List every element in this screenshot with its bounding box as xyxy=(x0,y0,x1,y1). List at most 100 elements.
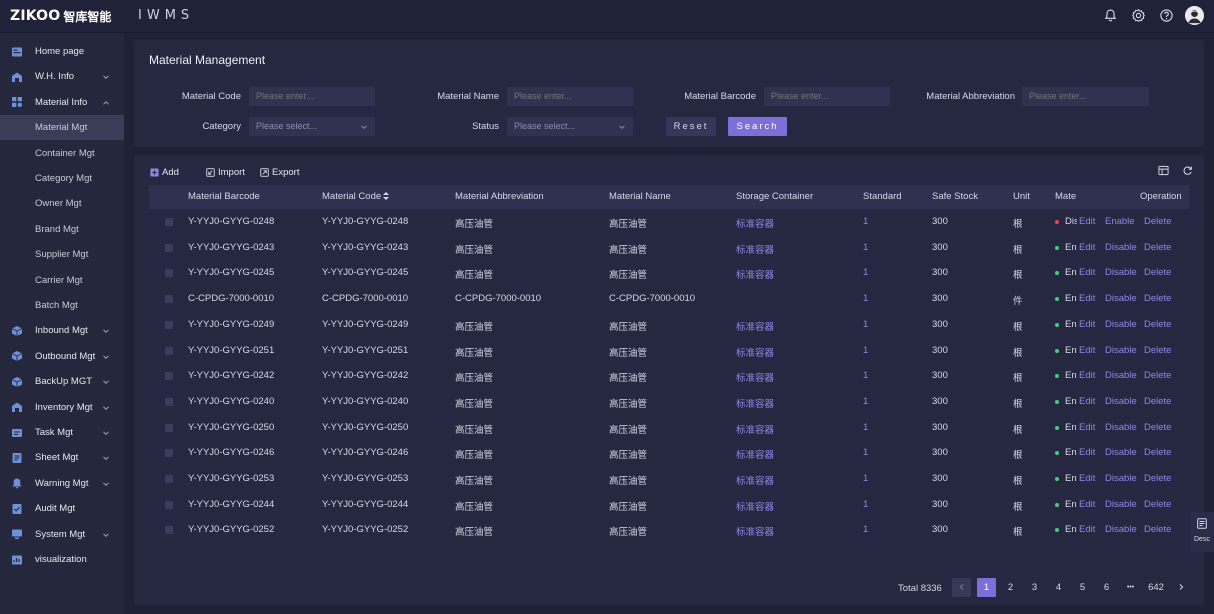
row-checkbox[interactable] xyxy=(165,320,173,329)
prev-page-button[interactable] xyxy=(952,578,971,597)
cell-standard[interactable]: 1 xyxy=(863,318,869,330)
toggle-status-link[interactable]: Disable xyxy=(1105,395,1137,407)
row-checkbox[interactable] xyxy=(165,372,173,381)
edit-link[interactable]: Edit xyxy=(1079,498,1096,510)
row-checkbox[interactable] xyxy=(165,526,173,535)
toggle-status-link[interactable]: Disable xyxy=(1105,318,1137,330)
sidebar-item-sheet-mgt[interactable]: Sheet Mgt xyxy=(0,445,124,470)
row-checkbox[interactable] xyxy=(165,397,173,406)
sidebar-item-material-mgt[interactable]: Material Mgt xyxy=(0,115,124,141)
cell-standard[interactable]: 1 xyxy=(863,370,869,382)
material-abbreviation-input[interactable] xyxy=(1022,87,1149,106)
cell-standard[interactable]: 1 xyxy=(863,267,869,279)
column-header-name[interactable]: Material Name xyxy=(609,191,671,202)
cell-storage-container[interactable]: 标准容器 xyxy=(736,527,775,539)
toggle-status-link[interactable]: Disable xyxy=(1105,293,1137,305)
cell-storage-container[interactable]: 标准容器 xyxy=(736,219,775,230)
cell-standard[interactable]: 1 xyxy=(863,473,869,484)
reset-button[interactable]: Reset xyxy=(666,117,716,136)
row-checkbox[interactable] xyxy=(165,475,173,483)
cell-standard[interactable]: 1 xyxy=(863,395,869,407)
delete-link[interactable]: Delete xyxy=(1144,370,1172,382)
delete-link[interactable]: Delete xyxy=(1144,267,1172,279)
cell-standard[interactable]: 1 xyxy=(863,241,869,253)
sidebar-item-visualization[interactable]: visualization xyxy=(0,547,124,572)
cell-storage-container[interactable]: 标准容器 xyxy=(736,270,775,282)
sidebar-item-owner-mgt[interactable]: Owner Mgt xyxy=(0,191,124,216)
edit-link[interactable]: Edit xyxy=(1079,421,1096,433)
column-settings-icon[interactable] xyxy=(1158,165,1170,177)
delete-link[interactable]: Delete xyxy=(1144,498,1172,510)
sidebar-item-system-mgt[interactable]: System Mgt xyxy=(0,522,124,547)
toggle-status-link[interactable]: Disable xyxy=(1105,498,1137,510)
edit-link[interactable]: Edit xyxy=(1079,473,1096,484)
material-code-input[interactable] xyxy=(249,87,375,106)
category-select[interactable]: Please select... xyxy=(249,117,375,136)
status-select[interactable]: Please select... xyxy=(507,117,633,136)
sidebar-item-warning-mgt[interactable]: Warning Mgt xyxy=(0,471,124,496)
sidebar-item-brand-mgt[interactable]: Brand Mgt xyxy=(0,217,124,242)
cell-standard[interactable]: 1 xyxy=(863,293,869,305)
cell-standard[interactable]: 1 xyxy=(863,498,869,510)
toggle-status-link[interactable]: Disable xyxy=(1105,447,1137,459)
sidebar-item-inventory-mgt[interactable]: Inventory Mgt xyxy=(0,395,124,420)
delete-link[interactable]: Delete xyxy=(1144,395,1172,407)
row-checkbox[interactable] xyxy=(165,500,173,509)
material-name-input[interactable] xyxy=(507,87,633,106)
page-ellipsis[interactable]: ••• xyxy=(1126,584,1135,591)
cell-storage-container[interactable]: 标准容器 xyxy=(736,398,775,410)
column-header-storage-container[interactable]: Storage Container xyxy=(736,191,814,202)
cell-standard[interactable]: 1 xyxy=(863,524,869,536)
gear-icon[interactable] xyxy=(1129,7,1147,25)
cell-storage-container[interactable]: 标准容器 xyxy=(736,476,775,487)
help-icon[interactable] xyxy=(1157,7,1175,25)
page-button-4[interactable]: 4 xyxy=(1055,582,1062,593)
column-header-standard[interactable]: Standard xyxy=(863,191,902,202)
edit-link[interactable]: Edit xyxy=(1079,395,1096,407)
page-button-3[interactable]: 3 xyxy=(1031,582,1038,593)
cell-storage-container[interactable]: 标准容器 xyxy=(736,501,775,513)
cell-standard[interactable]: 1 xyxy=(863,344,869,356)
search-button[interactable]: Search xyxy=(728,117,787,136)
cell-storage-container[interactable]: 标准容器 xyxy=(736,373,775,385)
cell-standard[interactable]: 1 xyxy=(863,421,869,433)
toggle-status-link[interactable]: Disable xyxy=(1105,524,1137,536)
sidebar-item-task-mgt[interactable]: Task Mgt xyxy=(0,420,124,445)
row-checkbox[interactable] xyxy=(165,295,173,304)
toggle-status-link[interactable]: Disable xyxy=(1105,421,1137,433)
cell-storage-container[interactable]: 标准容器 xyxy=(736,347,775,359)
cell-storage-container[interactable]: 标准容器 xyxy=(736,424,775,436)
sidebar-item-backup-mgt[interactable]: BackUp MGT xyxy=(0,369,124,394)
delete-link[interactable]: Delete xyxy=(1144,447,1172,459)
sidebar-item-batch-mgt[interactable]: Batch Mgt xyxy=(0,293,124,318)
sidebar-item-material-info[interactable]: Material Info xyxy=(0,90,124,115)
row-checkbox[interactable] xyxy=(165,423,173,432)
sidebar-item-supplier-mgt[interactable]: Supplier Mgt xyxy=(0,242,124,267)
column-header-abbreviation[interactable]: Material Abbreviation xyxy=(455,191,544,202)
add-button[interactable]: Add xyxy=(150,165,179,179)
edit-link[interactable]: Edit xyxy=(1079,447,1096,459)
delete-link[interactable]: Delete xyxy=(1144,241,1172,253)
description-float-button[interactable]: Desc xyxy=(1190,512,1214,552)
column-header-code[interactable]: Material Code xyxy=(322,191,390,202)
page-button-2[interactable]: 2 xyxy=(1007,582,1014,593)
edit-link[interactable]: Edit xyxy=(1079,216,1096,227)
user-avatar[interactable] xyxy=(1185,6,1204,25)
column-header-safe-stock[interactable]: Safe Stock xyxy=(932,191,978,202)
column-header-unit[interactable]: Unit xyxy=(1013,191,1030,202)
sidebar-item-inbound-mgt[interactable]: Inbound Mgt xyxy=(0,318,124,343)
page-button-6[interactable]: 6 xyxy=(1103,582,1110,593)
sidebar-item-home-page[interactable]: Home page xyxy=(0,39,124,64)
toggle-status-link[interactable]: Disable xyxy=(1105,473,1137,484)
import-button[interactable]: Import xyxy=(206,165,245,179)
row-checkbox[interactable] xyxy=(165,269,173,278)
sidebar-item-container-mgt[interactable]: Container Mgt xyxy=(0,141,124,166)
edit-link[interactable]: Edit xyxy=(1079,524,1096,536)
cell-standard[interactable]: 1 xyxy=(863,216,869,227)
sidebar-item-outbound-mgt[interactable]: Outbound Mgt xyxy=(0,344,124,369)
row-checkbox[interactable] xyxy=(165,449,173,458)
cell-storage-container[interactable]: 标准容器 xyxy=(736,321,775,333)
delete-link[interactable]: Delete xyxy=(1144,318,1172,330)
edit-link[interactable]: Edit xyxy=(1079,370,1096,382)
row-checkbox[interactable] xyxy=(165,243,173,252)
